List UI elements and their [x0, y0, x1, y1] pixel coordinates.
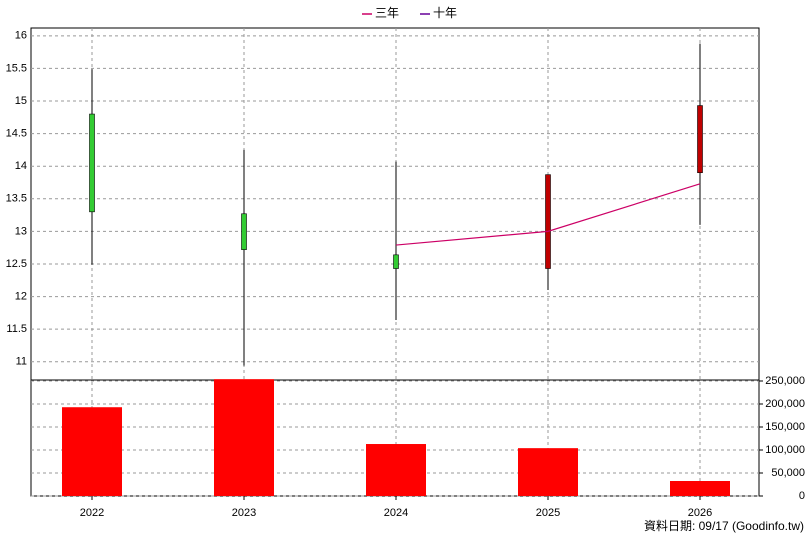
y2-tick-label: 150,000 — [765, 421, 805, 433]
y2-tick-label: 200,000 — [765, 398, 805, 410]
line-series — [395, 183, 701, 246]
y-tick-label: 14.5 — [6, 128, 27, 140]
y2-tick-label: 250,000 — [765, 375, 805, 387]
volume-bar — [62, 407, 122, 496]
y-tick-label: 11.5 — [6, 323, 27, 335]
legend-label: 十年 — [433, 6, 457, 20]
y2-tick-label: 50,000 — [771, 467, 805, 479]
candle-body — [89, 113, 95, 213]
y-tick-label: 12 — [15, 290, 27, 302]
y-tick-label: 16 — [15, 30, 27, 42]
x-tick-label: 2025 — [536, 507, 560, 519]
y2-tick-label: 0 — [799, 490, 805, 502]
x-tick-label: 2023 — [232, 507, 256, 519]
y-tick-label: 12.5 — [6, 258, 27, 270]
candle-body — [393, 254, 399, 269]
volume-bar — [214, 379, 274, 496]
volume-bar — [518, 448, 578, 496]
candle-body — [241, 213, 247, 250]
legend-label: 三年 — [375, 6, 399, 20]
y-tick-label: 11 — [16, 356, 27, 368]
x-tick-label: 2024 — [384, 507, 408, 519]
x-tick-label: 2022 — [80, 507, 104, 519]
y-tick-label: 15.5 — [6, 62, 27, 74]
y-tick-label: 13 — [15, 225, 27, 237]
y-tick-label: 13.5 — [6, 193, 27, 205]
y-tick-label: 14 — [15, 160, 27, 172]
x-tick-label: 2026 — [688, 507, 712, 519]
y2-tick-label: 100,000 — [765, 444, 805, 456]
y-tick-label: 15 — [15, 95, 27, 107]
footer: 資料日期: 09/17 (Goodinfo.tw) — [644, 519, 804, 533]
candle-body — [697, 105, 703, 174]
volume-bar — [670, 481, 730, 496]
volume-bar — [366, 444, 426, 496]
candle-body — [545, 174, 551, 269]
